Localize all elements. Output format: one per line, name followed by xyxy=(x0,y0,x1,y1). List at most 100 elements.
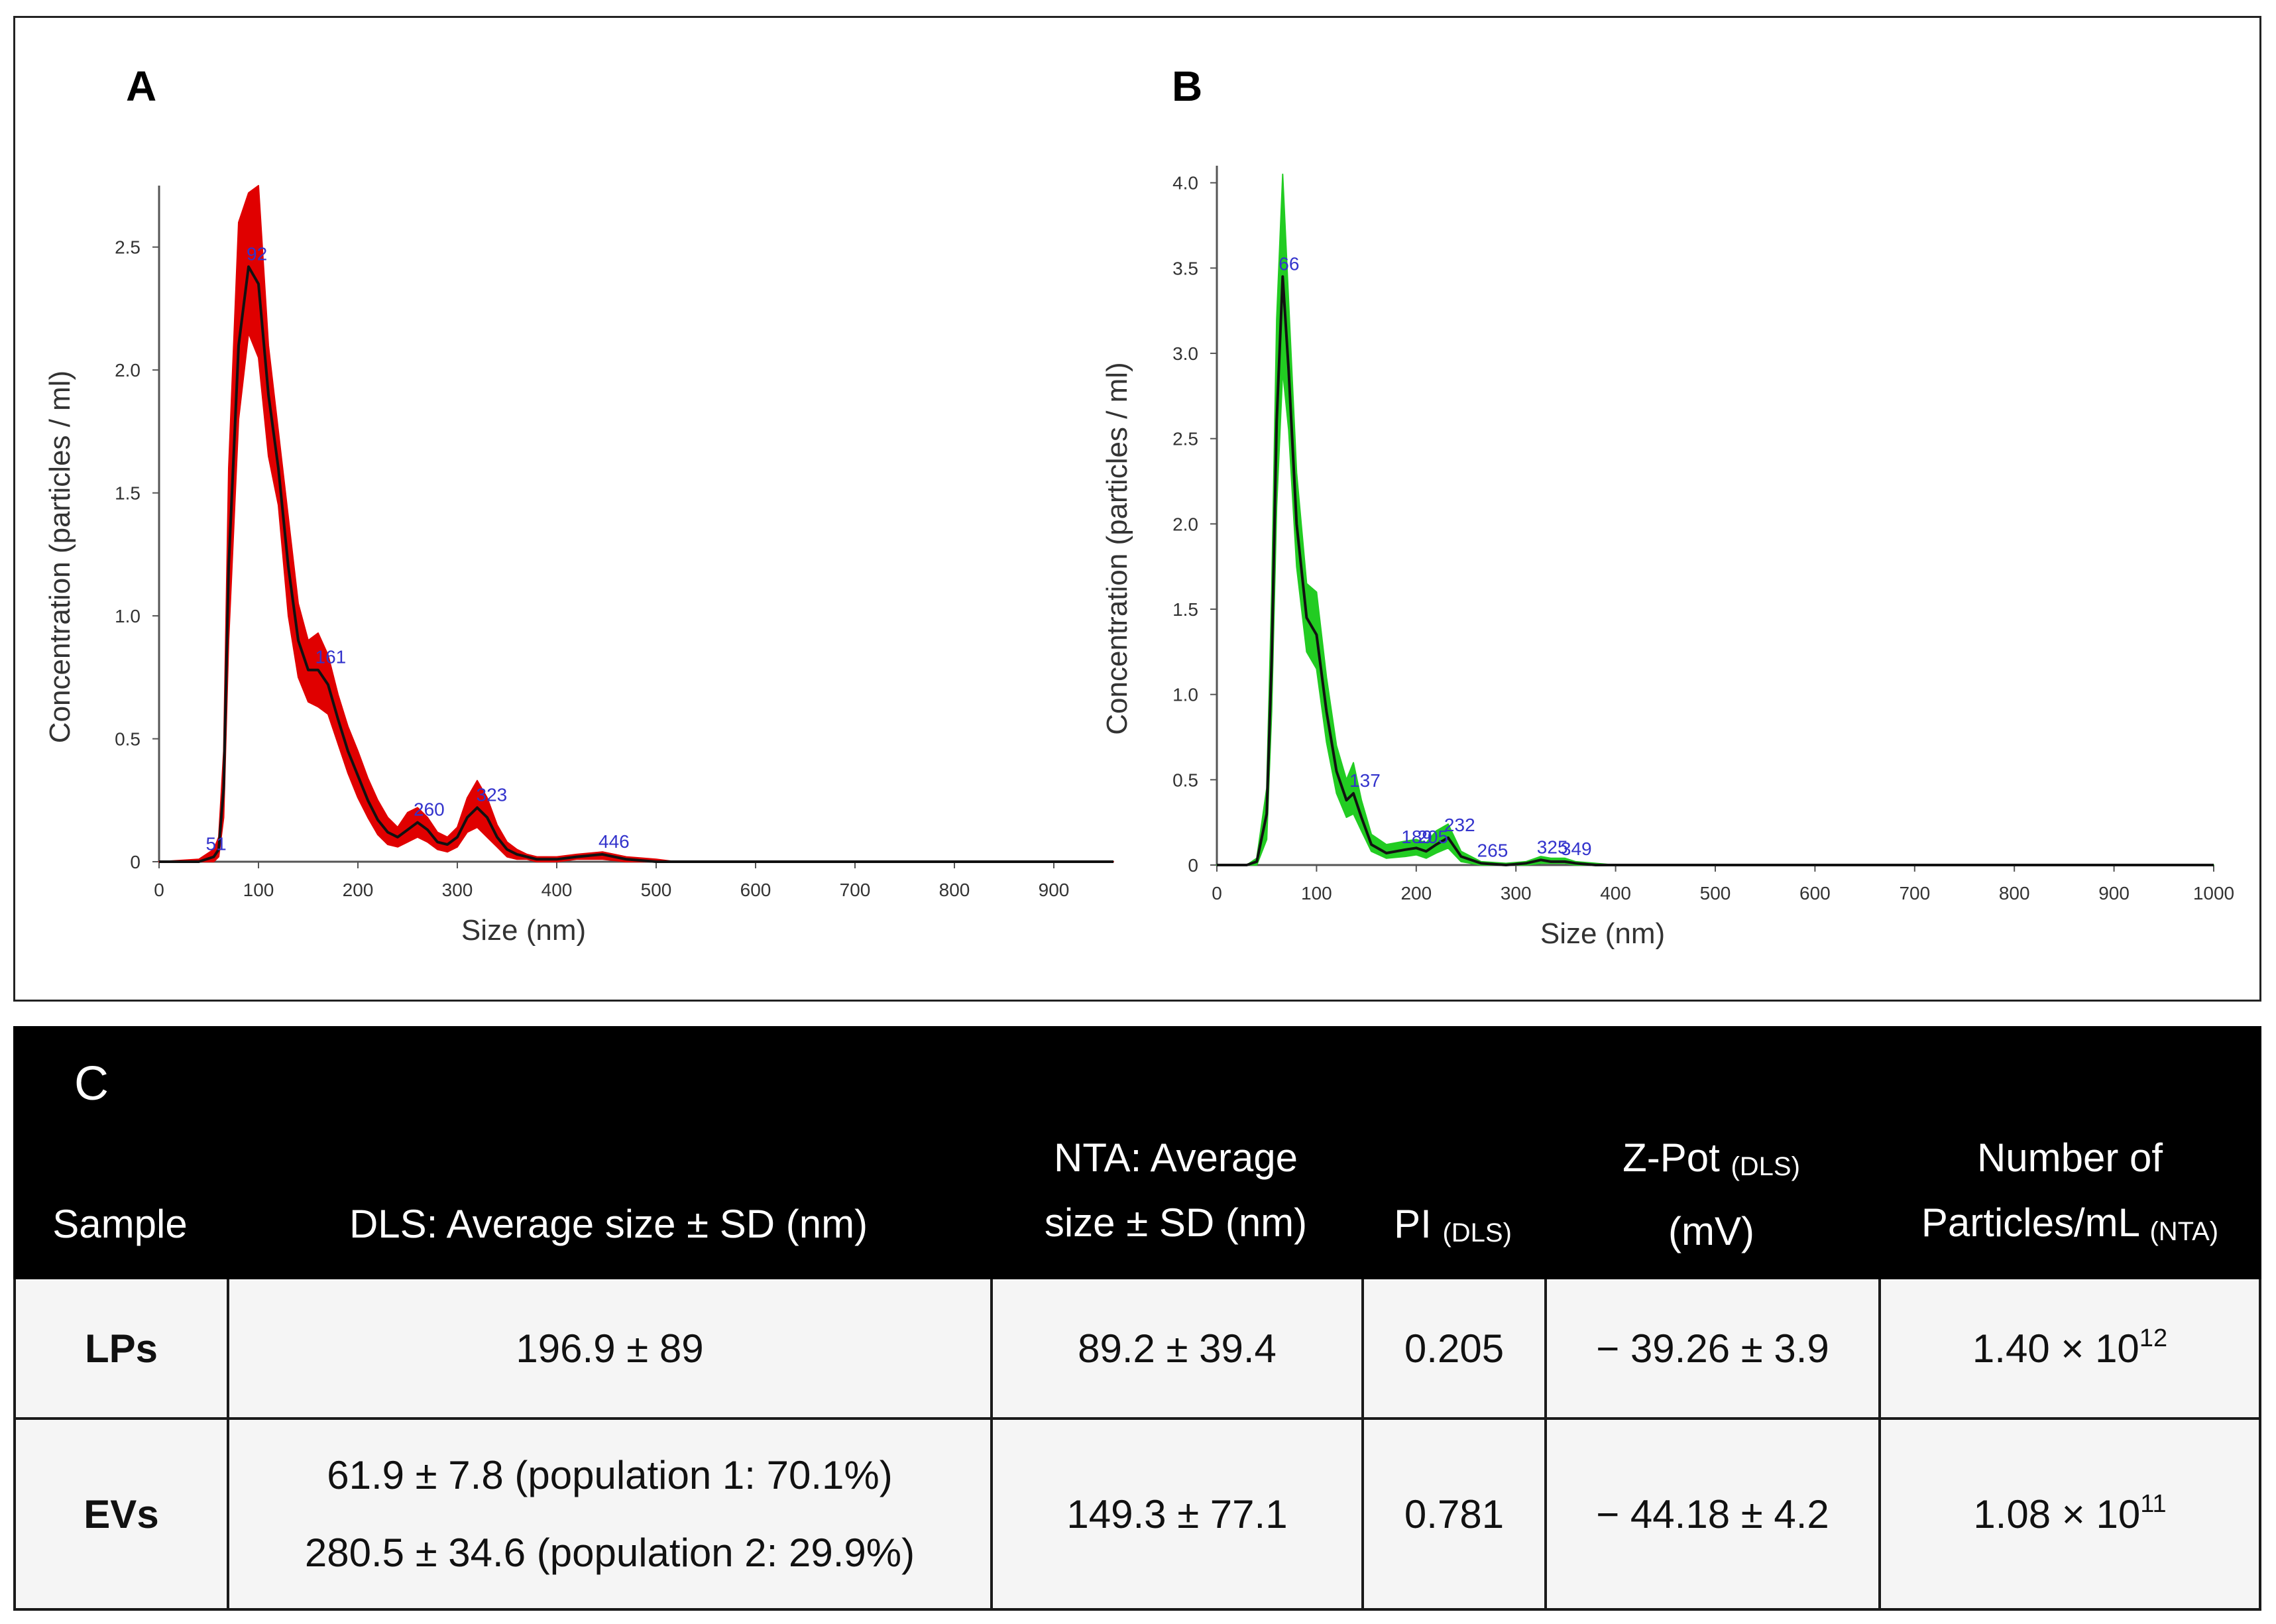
header-particles: Number of Particles/mL (NTA) xyxy=(1878,1126,2261,1264)
header-dls-size: DLS: Average size ± SD (nm) xyxy=(349,1202,868,1246)
cell-particles: 1.08 × 1011 xyxy=(1881,1420,2259,1608)
header-particles-sub: (NTA) xyxy=(2149,1217,2219,1246)
panel-label-a: A xyxy=(126,62,156,110)
mean-line xyxy=(1217,275,2214,866)
panel-label-c: C xyxy=(74,1057,109,1110)
x-tick-label: 600 xyxy=(1799,883,1831,903)
peak-label: 189 xyxy=(1401,827,1432,847)
cell-dls-size: 196.9 ± 89 xyxy=(229,1279,993,1417)
cell-particles: 1.40 × 1012 xyxy=(1881,1279,2259,1417)
peak-label: 205 xyxy=(1417,827,1448,847)
y-tick-label: 2.5 xyxy=(1172,429,1198,449)
cell-sample: EVs xyxy=(16,1420,229,1608)
header-nta-size: NTA: Average size ± SD (nm) xyxy=(990,1126,1361,1255)
y-tick-label: 3.5 xyxy=(1172,258,1198,278)
cell-pi: 0.781 xyxy=(1364,1420,1547,1608)
peak-label: 349 xyxy=(1561,839,1592,859)
header-particles-line1: Number of xyxy=(1976,1135,2163,1180)
y-tick-label: 4.0 xyxy=(1172,173,1198,194)
cell-particles-base: 1.08 × 10 xyxy=(1973,1491,2141,1537)
cell-pi: 0.205 xyxy=(1364,1279,1547,1417)
peak-label: 446 xyxy=(598,831,630,852)
header-pi-label: PI xyxy=(1394,1202,1432,1246)
cell-dls-line1: 61.9 ± 7.8 (population 1: 70.1%) xyxy=(327,1453,893,1497)
cell-particles-exp: 12 xyxy=(2139,1324,2168,1352)
x-axis-title: Size (nm) xyxy=(1540,917,1665,950)
cell-dls-line1: 196.9 ± 89 xyxy=(516,1326,704,1371)
x-tick-label: 100 xyxy=(1301,883,1332,903)
header-nta-size-line1: NTA: Average xyxy=(1054,1135,1298,1180)
header-zpot: Z-Pot (DLS) (mV) xyxy=(1544,1126,1878,1264)
cell-nta-size: 89.2 ± 39.4 xyxy=(993,1279,1364,1417)
y-tick-label: 0 xyxy=(130,852,141,872)
x-tick-label: 900 xyxy=(1039,880,1070,900)
cell-nta-size: 149.3 ± 77.1 xyxy=(993,1420,1364,1608)
peak-label: 66 xyxy=(1279,253,1299,274)
header-sample: Sample xyxy=(52,1202,188,1246)
y-tick-label: 1.5 xyxy=(1172,599,1198,620)
y-axis-title: Concentration (particles / ml) xyxy=(1101,362,1133,734)
x-tick-label: 800 xyxy=(939,880,970,900)
y-tick-label: 2.0 xyxy=(115,360,141,380)
x-tick-label: 500 xyxy=(641,880,672,900)
cell-particles-exp: 11 xyxy=(2140,1489,2167,1518)
x-tick-label: 600 xyxy=(740,880,771,900)
header-pi-sub: (DLS) xyxy=(1442,1218,1512,1247)
header-zpot-unit: (mV) xyxy=(1668,1209,1754,1253)
header-particles-line2: Particles/mL xyxy=(1921,1200,2139,1245)
cell-dls-line2: 280.5 ± 34.6 (population 2: 29.9%) xyxy=(304,1531,915,1575)
header-zpot-sub: (DLS) xyxy=(1731,1152,1800,1181)
header-zpot-label: Z-Pot xyxy=(1622,1135,1720,1180)
cell-sample: LPs xyxy=(16,1279,229,1417)
mean-line xyxy=(159,265,1113,863)
results-table: C Sample DLS: Average size ± SD (nm) NTA… xyxy=(13,1026,2261,1611)
chart-a: 0 100 200 300 400 500 600 700 800 900 0 0.5 1.0 1.5 2.… xyxy=(44,185,1114,947)
y-axis-title: Concentration (particles / ml) xyxy=(44,371,76,743)
x-tick-label: 800 xyxy=(1999,883,2030,903)
peak-label: 265 xyxy=(1477,840,1508,860)
header-nta-size-line2: size ± SD (nm) xyxy=(1044,1200,1308,1245)
y-tick-label: 1.5 xyxy=(115,483,141,504)
cell-particles-base: 1.40 × 10 xyxy=(1972,1326,2139,1371)
table-row-lps: LPs 196.9 ± 89 89.2 ± 39.4 0.205 − 39.26… xyxy=(13,1279,2261,1420)
x-tick-label: 300 xyxy=(1501,883,1532,903)
chart-b: 0 100 200 300 400 500 600 700 800 900 1000 0 0.5 1.0 1… xyxy=(1101,166,2234,950)
x-tick-label: 1000 xyxy=(2193,883,2234,903)
nta-charts: A B 0 100 200 300 400 500 600 700 800 900 0 0.5 1.0 1… xyxy=(44,62,2234,950)
peak-label: 325 xyxy=(1537,837,1568,857)
error-band xyxy=(158,185,1114,862)
table-row-evs: EVs 61.9 ± 7.8 (population 1: 70.1%) 280… xyxy=(13,1420,2261,1611)
y-tick-label: 1.0 xyxy=(115,606,141,626)
x-tick-label: 400 xyxy=(541,880,573,900)
y-tick-label: 2.5 xyxy=(115,237,141,258)
x-tick-label: 700 xyxy=(1899,883,1930,903)
peak-label: 137 xyxy=(1349,770,1381,791)
y-tick-label: 2.0 xyxy=(1172,514,1198,534)
x-tick-label: 500 xyxy=(1700,883,1731,903)
header-pi: PI (DLS) xyxy=(1361,1192,1544,1265)
x-tick-label: 0 xyxy=(1212,883,1222,903)
x-tick-label: 300 xyxy=(442,880,473,900)
x-tick-label: 700 xyxy=(840,880,871,900)
cell-zpot: − 44.18 ± 4.2 xyxy=(1547,1420,1881,1608)
peak-label: 232 xyxy=(1444,815,1475,835)
peak-label: 161 xyxy=(315,647,347,667)
cell-dls-size: 61.9 ± 7.8 (population 1: 70.1%) 280.5 ±… xyxy=(229,1420,993,1608)
cell-zpot: − 39.26 ± 3.9 xyxy=(1547,1279,1881,1417)
panel-label-b: B xyxy=(1172,62,1202,110)
x-tick-label: 400 xyxy=(1600,883,1631,903)
y-tick-label: 3.0 xyxy=(1172,343,1198,364)
y-tick-label: 1.0 xyxy=(1172,685,1198,705)
peak-label: 260 xyxy=(414,799,445,820)
x-tick-label: 200 xyxy=(343,880,374,900)
x-axis-title: Size (nm) xyxy=(461,914,586,947)
peak-label: 323 xyxy=(477,784,508,805)
x-tick-label: 0 xyxy=(154,880,164,900)
peak-label: 51 xyxy=(206,834,227,854)
table-header: C Sample DLS: Average size ± SD (nm) NTA… xyxy=(13,1026,2261,1279)
error-band xyxy=(1216,173,2214,866)
y-tick-label: 0 xyxy=(1188,855,1198,876)
y-tick-label: 0.5 xyxy=(1172,770,1198,790)
y-tick-label: 0.5 xyxy=(115,729,141,750)
x-tick-label: 100 xyxy=(243,880,274,900)
